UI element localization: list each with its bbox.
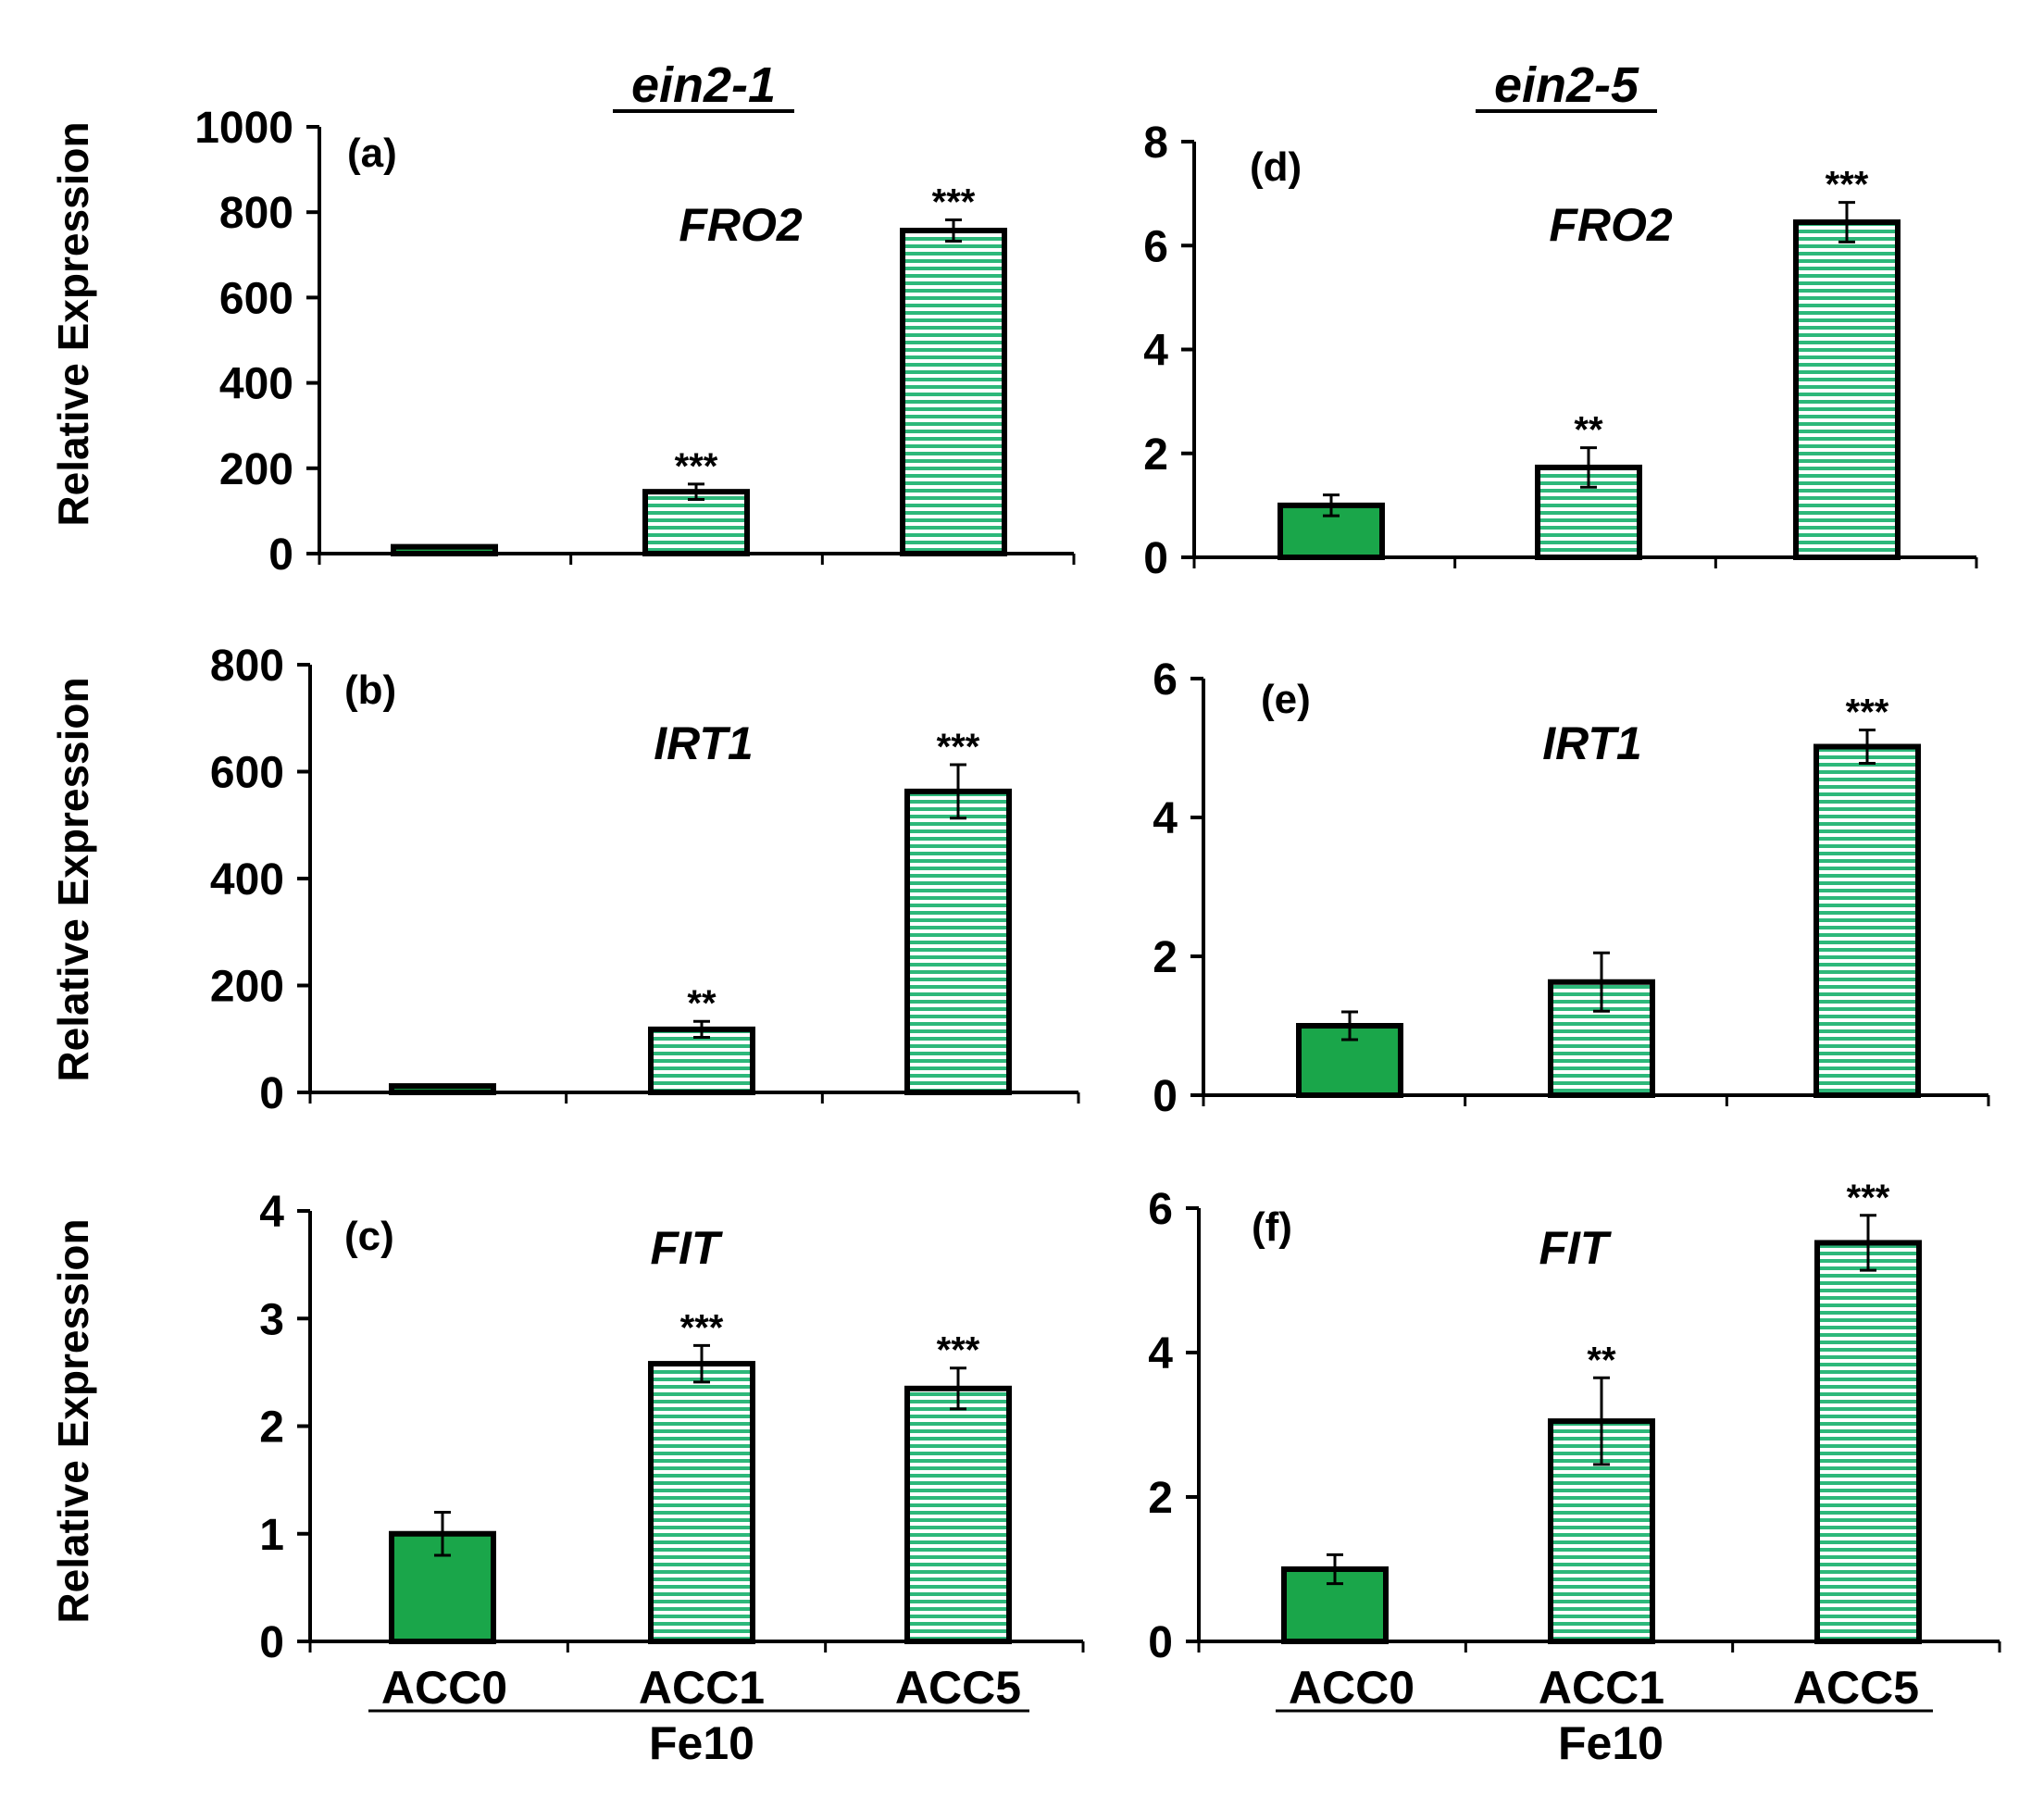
y-tick-label: 200 bbox=[210, 963, 284, 1012]
bar-acc1 bbox=[648, 1361, 755, 1644]
y-tick-label: 8 bbox=[1143, 118, 1168, 168]
bar-acc5 bbox=[1814, 1240, 1922, 1644]
significance-marker: *** bbox=[937, 1330, 980, 1371]
y-axis-label: Relative Expression bbox=[49, 1218, 97, 1623]
y-tick-label: 800 bbox=[210, 642, 284, 691]
panel-label: (e) bbox=[1261, 677, 1311, 722]
y-axis-label: Relative Expression bbox=[49, 121, 97, 526]
y-tick-label: 6 bbox=[1143, 222, 1168, 271]
y-tick-label: 0 bbox=[1153, 1072, 1178, 1121]
panel-label: (d) bbox=[1250, 144, 1302, 190]
significance-marker: *** bbox=[1826, 165, 1869, 206]
gene-name: IRT1 bbox=[654, 717, 753, 769]
significance-marker: *** bbox=[937, 727, 980, 767]
y-tick-label: 0 bbox=[1148, 1618, 1173, 1667]
significance-marker: ** bbox=[1587, 1340, 1616, 1380]
y-tick-label: 6 bbox=[1153, 655, 1178, 705]
y-tick-label: 0 bbox=[1143, 534, 1168, 583]
y-tick-label: 0 bbox=[259, 1618, 284, 1667]
significance-marker: *** bbox=[1846, 692, 1889, 733]
y-tick-label: 4 bbox=[259, 1188, 284, 1237]
panel-label: (a) bbox=[347, 131, 397, 176]
x-category-label: ACC1 bbox=[639, 1662, 765, 1714]
y-axis-label: Relative Expression bbox=[49, 677, 97, 1081]
y-tick-label: 4 bbox=[1143, 327, 1168, 376]
y-tick-label: 6 bbox=[1148, 1185, 1173, 1234]
x-category-labels-left: ACC0 ACC1 ACC5 Fe10 bbox=[368, 1662, 1029, 1769]
x-category-label: ACC5 bbox=[895, 1662, 1021, 1714]
y-tick-label: 200 bbox=[219, 445, 293, 494]
significance-marker: ** bbox=[687, 983, 717, 1024]
y-tick-label: 2 bbox=[259, 1403, 284, 1453]
y-tick-label: 800 bbox=[219, 189, 293, 238]
column-title-ein2-1: ein2-1 bbox=[631, 57, 776, 113]
gene-name: IRT1 bbox=[1542, 717, 1641, 769]
group-label: Fe10 bbox=[1558, 1717, 1664, 1769]
x-category-labels-right: ACC0 ACC1 ACC5 Fe10 bbox=[1276, 1662, 1933, 1769]
bar-acc1 bbox=[648, 1026, 755, 1095]
y-tick-label: 1000 bbox=[194, 104, 293, 153]
y-tick-label: 2 bbox=[1153, 933, 1178, 982]
y-tick-label: 600 bbox=[219, 274, 293, 323]
y-tick-label: 600 bbox=[210, 749, 284, 798]
bar-acc0 bbox=[389, 1083, 496, 1095]
bar-acc5 bbox=[1813, 743, 1921, 1098]
x-category-label: ACC0 bbox=[381, 1662, 507, 1714]
y-tick-label: 400 bbox=[210, 855, 284, 904]
group-label: Fe10 bbox=[649, 1717, 754, 1769]
significance-marker: *** bbox=[675, 446, 718, 487]
y-tick-label: 0 bbox=[259, 1069, 284, 1118]
y-tick-label: 4 bbox=[1148, 1329, 1173, 1378]
bar-acc0 bbox=[391, 543, 498, 557]
gene-name: FRO2 bbox=[679, 199, 803, 251]
chart-panel-b: 0 200 400 600 800 Relative Expression (b) IRT1 *… bbox=[49, 642, 1080, 1118]
y-tick-label: 1 bbox=[259, 1511, 284, 1560]
bar-acc1 bbox=[642, 489, 750, 557]
panel-label: (b) bbox=[344, 667, 396, 713]
gene-name: FIT bbox=[1539, 1222, 1613, 1274]
y-tick-label: 400 bbox=[219, 360, 293, 409]
significance-marker: *** bbox=[680, 1307, 724, 1348]
chart-panel-e: 0 2 4 6 (e) IRT1 *** bbox=[1153, 655, 1990, 1121]
significance-marker: *** bbox=[1847, 1178, 1890, 1218]
y-tick-label: 2 bbox=[1143, 430, 1168, 480]
column-title-ein2-5: ein2-5 bbox=[1494, 57, 1639, 113]
bar-acc5 bbox=[1793, 218, 1901, 560]
x-category-label: ACC5 bbox=[1793, 1662, 1919, 1714]
gene-name: FIT bbox=[651, 1222, 724, 1274]
panel-label: (c) bbox=[344, 1214, 394, 1259]
y-tick-label: 3 bbox=[259, 1295, 284, 1344]
x-category-label: ACC0 bbox=[1289, 1662, 1415, 1714]
y-tick-label: 0 bbox=[268, 530, 293, 580]
chart-panel-c: 0 1 2 3 4 Relative Expression (c) FIT *** *** bbox=[49, 1188, 1085, 1667]
panel-label: (f) bbox=[1252, 1204, 1292, 1250]
significance-marker: *** bbox=[932, 181, 976, 222]
bar-acc5 bbox=[904, 788, 1012, 1095]
y-tick-label: 2 bbox=[1148, 1474, 1173, 1523]
bar-acc5 bbox=[900, 228, 1007, 556]
gene-name: FRO2 bbox=[1549, 199, 1673, 251]
significance-marker: ** bbox=[1574, 410, 1603, 451]
y-tick-label: 4 bbox=[1153, 794, 1178, 843]
bar-acc5 bbox=[904, 1385, 1012, 1644]
chart-panel-a: 0 200 400 600 800 1000 Relative Expression (a) F… bbox=[49, 104, 1076, 580]
x-category-label: ACC1 bbox=[1539, 1662, 1664, 1714]
